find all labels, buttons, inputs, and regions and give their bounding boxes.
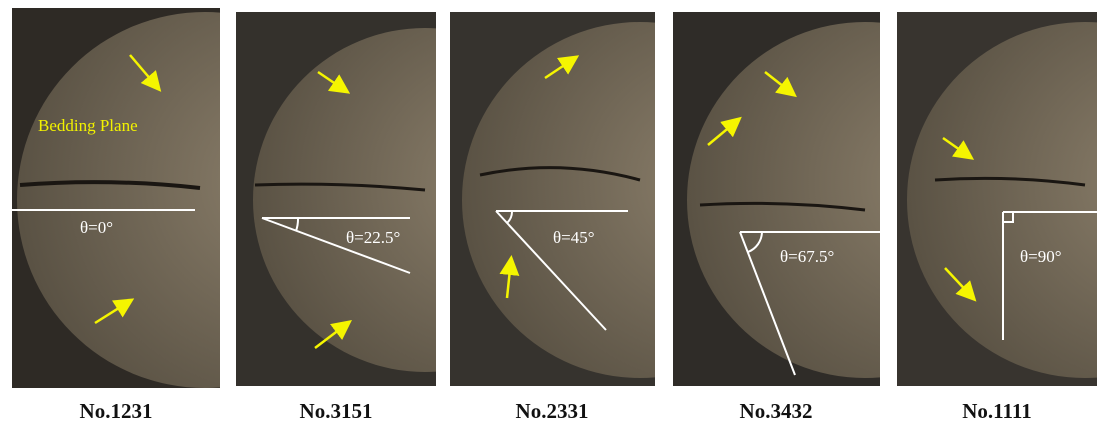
angle-label: θ=67.5° <box>780 247 834 266</box>
specimen-label: No.1111 <box>962 399 1031 423</box>
angle-label: θ=22.5° <box>346 228 400 247</box>
specimen-label: No.2331 <box>516 399 589 423</box>
specimen-label: No.3151 <box>300 399 373 423</box>
annotation: Bedding Plane <box>38 116 138 135</box>
angle-label: θ=90° <box>1020 247 1062 266</box>
specimen-label: No.3432 <box>740 399 813 423</box>
angle-label: θ=0° <box>80 218 113 237</box>
page: Bedding Plane θ=0° θ=22.5° θ=45° θ=67.5°… <box>0 0 1107 423</box>
figure: Bedding Plane θ=0° θ=22.5° θ=45° θ=67.5°… <box>0 0 1107 423</box>
specimen-label: No.1231 <box>80 399 153 423</box>
angle-label: θ=45° <box>553 228 595 247</box>
